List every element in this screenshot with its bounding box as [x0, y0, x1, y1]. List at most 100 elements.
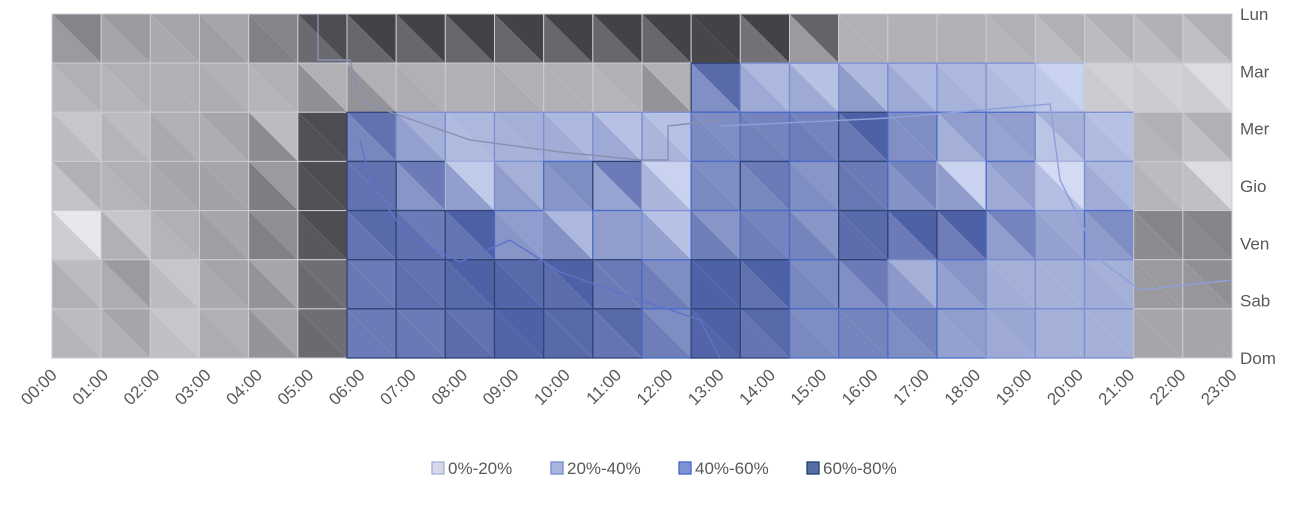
heatmap-cell-Dom-03:00 — [199, 308, 250, 359]
heatmap-cell-Dom-17:00 — [887, 308, 938, 359]
heatmap-cell-Mer-05:00 — [297, 111, 348, 162]
x-tick-22:00: 22:00 — [1146, 365, 1190, 409]
plot-area — [51, 13, 1233, 359]
heatmap-cell-Gio-15:00 — [788, 160, 840, 212]
heatmap-cell-Ven-13:00 — [690, 209, 741, 261]
heatmap-cell-Dom-16:00 — [838, 308, 889, 359]
heatmap-cell-Mar-02:00 — [149, 62, 200, 113]
y-tick-Mar: Mar — [1240, 62, 1270, 81]
heatmap-cell-Ven-12:00 — [641, 209, 692, 261]
heatmap-cell-Lun-20:00 — [1034, 13, 1086, 64]
heatmap-cell-Sab-19:00 — [985, 259, 1036, 310]
heatmap-cell-Sab-22:00 — [1133, 259, 1184, 310]
heatmap-cell-Lun-18:00 — [936, 13, 987, 64]
x-tick-12:00: 12:00 — [633, 365, 677, 409]
heatmap-cell-Mer-11:00 — [592, 111, 643, 163]
heatmap-cell-Mer-23:00 — [1182, 111, 1233, 162]
heatmap-cell-Ven-16:00 — [838, 209, 889, 261]
x-tick-13:00: 13:00 — [684, 365, 728, 409]
legend-swatch — [550, 461, 564, 475]
x-tick-23:00: 23:00 — [1197, 365, 1241, 409]
heatmap-cell-Sab-02:00 — [149, 259, 200, 310]
legend-item-3: 60%-80% — [806, 459, 897, 478]
x-tick-16:00: 16:00 — [838, 365, 882, 409]
heatmap-cell-Mar-10:00 — [543, 62, 594, 113]
heatmap-cell-Lun-21:00 — [1084, 13, 1135, 64]
heatmap-cell-Ven-07:00 — [395, 209, 446, 261]
x-tick-18:00: 18:00 — [941, 365, 985, 409]
heatmap-cell-Ven-10:00 — [543, 209, 594, 261]
x-tick-17:00: 17:00 — [889, 365, 933, 409]
heatmap-cell-Dom-14:00 — [739, 308, 791, 359]
heatmap-cell-Lun-17:00 — [887, 13, 938, 64]
heatmap-cell-Sab-08:00 — [444, 259, 496, 310]
heatmap-cell-Mer-18:00 — [936, 111, 987, 163]
heatmap-cell-Dom-00:00 — [51, 308, 102, 359]
x-tick-15:00: 15:00 — [787, 365, 831, 409]
heatmap-cell-Sab-14:00 — [739, 259, 791, 310]
x-tick-00:00: 00:00 — [17, 365, 61, 409]
y-tick-Ven: Ven — [1240, 234, 1269, 253]
x-tick-04:00: 04:00 — [223, 365, 267, 409]
heatmap-cell-Lun-05:00 — [297, 13, 348, 64]
heatmap-cell-Ven-11:00 — [592, 209, 643, 261]
legend-swatch — [806, 461, 820, 475]
heatmap-cell-Lun-14:00 — [739, 13, 790, 64]
heatmap-cell-Ven-18:00 — [936, 209, 987, 261]
contour-line-1 — [317, 14, 721, 161]
x-tick-09:00: 09:00 — [479, 365, 523, 409]
heatmap-cell-Mer-17:00 — [887, 111, 938, 163]
heatmap-cell-Ven-03:00 — [199, 210, 250, 261]
legend-item-2: 40%-60% — [678, 459, 769, 478]
heatmap-cell-Lun-03:00 — [199, 13, 250, 64]
heatmap-cell-Lun-15:00 — [789, 13, 840, 64]
heatmap-cell-Mar-07:00 — [395, 62, 446, 113]
legend-label: 60%-80% — [823, 459, 897, 478]
x-axis-tick-labels: 00:00 01:00 02:00 03:00 04:00 05:00 06:00 07:00… — [17, 365, 1241, 409]
heatmap-cell-Dom-18:00 — [936, 308, 987, 359]
heatmap-cell-Dom-10:00 — [543, 308, 594, 359]
heatmap-cell-Mar-00:00 — [51, 62, 102, 113]
heatmap-cell-Dom-15:00 — [788, 308, 840, 359]
x-tick-14:00: 14:00 — [736, 365, 780, 409]
heatmap-cell-Dom-22:00 — [1133, 308, 1184, 359]
heatmap-cell-Lun-04:00 — [248, 13, 299, 64]
x-tick-03:00: 03:00 — [171, 365, 215, 409]
heatmap-cell-Mer-06:00 — [346, 111, 397, 163]
heatmap-cell-Lun-23:00 — [1182, 13, 1233, 64]
heatmap-cell-Dom-11:00 — [592, 308, 643, 359]
heatmap-cell-Mer-12:00 — [641, 111, 692, 163]
heatmap-cell-Dom-02:00 — [149, 308, 200, 359]
heatmap-cell-Mar-16:00 — [838, 62, 889, 113]
heatmap-cell-Dom-09:00 — [493, 308, 545, 359]
y-axis-tick-labels: Lun Mar Mer Gio Ven Sab Dom — [1240, 5, 1276, 368]
heatmap-cell-Mar-21:00 — [1084, 62, 1135, 113]
heatmap-cell-Ven-20:00 — [1034, 209, 1086, 261]
x-tick-08:00: 08:00 — [428, 365, 472, 409]
heatmap-cell-Sab-01:00 — [100, 259, 151, 310]
x-tick-20:00: 20:00 — [1043, 365, 1087, 409]
legend-item-1: 20%-40% — [550, 459, 641, 478]
heatmap-cell-Gio-05:00 — [297, 160, 348, 212]
y-tick-Dom: Dom — [1240, 349, 1276, 368]
heatmap-cell-Sab-09:00 — [493, 259, 545, 310]
heatmap-cell-Gio-00:00 — [51, 160, 102, 212]
heatmap-cell-Gio-19:00 — [985, 160, 1036, 212]
heatmap-cell-Ven-23:00 — [1182, 210, 1233, 261]
heatmap-cell-Lun-09:00 — [494, 13, 545, 64]
heatmap-cell-Mer-03:00 — [199, 111, 250, 162]
heatmap-cell-Ven-22:00 — [1133, 210, 1184, 261]
heatmap-cell-Sab-06:00 — [346, 259, 397, 310]
heatmap-cell-Mar-08:00 — [444, 62, 496, 113]
heatmap-cell-Ven-09:00 — [493, 209, 545, 261]
heatmap-cell-Mer-08:00 — [444, 111, 496, 163]
heatmap-cell-Mer-19:00 — [985, 111, 1036, 163]
heatmap-cell-Sab-03:00 — [199, 259, 250, 310]
x-tick-21:00: 21:00 — [1095, 365, 1139, 409]
heatmap-cell-Mer-01:00 — [100, 111, 151, 162]
heatmap-cell-Lun-12:00 — [641, 13, 692, 64]
heatmap-cell-Ven-00:00 — [51, 210, 102, 261]
heatmap-cell-Mer-09:00 — [493, 111, 545, 163]
heatmap-cell-Sab-15:00 — [788, 259, 840, 310]
heatmap-cell-Mar-09:00 — [494, 62, 545, 113]
